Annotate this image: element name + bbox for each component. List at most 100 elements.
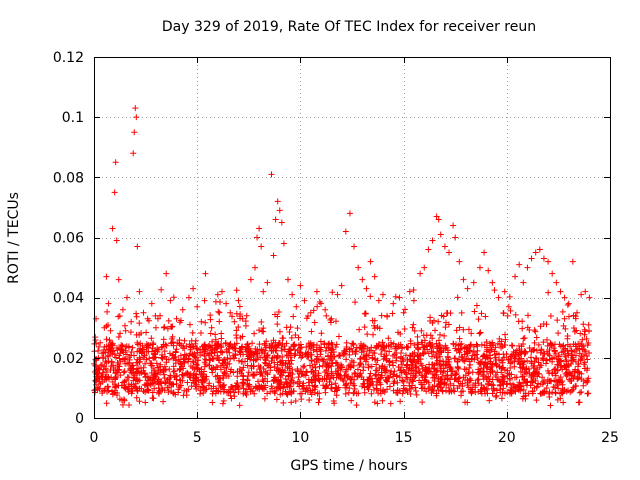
data-point <box>225 373 232 380</box>
data-point <box>222 359 229 366</box>
data-point <box>466 365 473 372</box>
data-point <box>127 329 134 336</box>
data-point <box>315 370 322 377</box>
data-point <box>460 326 467 333</box>
data-point <box>412 363 419 370</box>
data-point <box>164 384 171 391</box>
axis-ticks <box>94 57 611 419</box>
data-point <box>138 385 145 392</box>
data-point <box>202 343 209 350</box>
data-point <box>348 397 355 404</box>
data-point <box>579 336 586 343</box>
data-point <box>125 381 132 388</box>
data-point <box>541 389 548 396</box>
data-point <box>523 370 530 377</box>
data-point <box>331 353 338 360</box>
data-point <box>143 329 150 336</box>
data-point <box>160 367 167 374</box>
data-point <box>274 353 281 360</box>
data-point <box>430 345 437 352</box>
data-point <box>520 361 527 368</box>
data-point <box>410 321 417 328</box>
data-point <box>546 390 553 397</box>
data-point <box>332 343 339 350</box>
data-point <box>270 377 277 384</box>
data-point <box>481 385 488 392</box>
data-point <box>438 365 445 372</box>
data-point <box>580 361 587 368</box>
data-point <box>234 383 241 390</box>
data-point <box>409 353 416 360</box>
data-point <box>520 393 527 400</box>
data-point <box>227 309 234 316</box>
data-point <box>400 309 407 316</box>
data-point <box>483 339 490 346</box>
data-point <box>129 344 136 351</box>
data-point <box>470 343 477 350</box>
data-point <box>397 398 404 405</box>
x-axis-label: GPS time / hours <box>290 458 407 474</box>
data-point <box>239 358 246 365</box>
data-point <box>561 294 568 301</box>
data-point <box>277 359 284 366</box>
data-point <box>342 381 349 388</box>
data-point <box>194 346 201 353</box>
data-point <box>119 306 126 313</box>
data-point <box>492 360 499 367</box>
data-point <box>538 390 545 397</box>
data-point <box>383 378 390 385</box>
data-point <box>120 369 127 376</box>
data-point <box>103 376 110 383</box>
data-point <box>145 386 152 393</box>
data-point <box>113 373 120 380</box>
data-point <box>244 373 251 380</box>
data-point <box>407 340 414 347</box>
data-point <box>396 294 403 301</box>
data-point <box>578 291 585 298</box>
data-point <box>524 312 531 319</box>
data-point <box>308 328 315 335</box>
data-point <box>181 387 188 394</box>
data-point <box>330 374 337 381</box>
data-point <box>530 347 537 354</box>
data-point <box>297 282 304 289</box>
data-point <box>417 270 424 277</box>
data-point <box>456 374 463 381</box>
data-point <box>505 357 512 364</box>
data-point <box>176 365 183 372</box>
data-point <box>263 369 270 376</box>
data-point <box>268 383 275 390</box>
data-point <box>291 352 298 359</box>
data-point <box>159 386 166 393</box>
data-point <box>373 375 380 382</box>
data-point <box>435 337 442 344</box>
data-point <box>141 352 148 359</box>
data-point <box>156 387 163 394</box>
data-point <box>273 367 280 374</box>
data-point <box>450 341 457 348</box>
data-point <box>333 341 340 348</box>
data-point <box>321 341 328 348</box>
data-point <box>99 350 106 357</box>
data-point <box>95 366 102 373</box>
data-point <box>349 348 356 355</box>
data-point <box>283 352 290 359</box>
data-point <box>128 318 135 325</box>
data-point <box>298 390 305 397</box>
data-point <box>193 345 200 352</box>
data-point <box>99 371 106 378</box>
data-point <box>316 378 323 385</box>
data-point <box>115 361 122 368</box>
data-point <box>234 373 241 380</box>
data-point <box>326 340 333 347</box>
data-point <box>456 324 463 331</box>
data-point <box>480 371 487 378</box>
data-point <box>214 354 221 361</box>
data-point <box>147 342 154 349</box>
data-point <box>107 327 114 334</box>
data-point <box>313 288 320 295</box>
data-point <box>486 355 493 362</box>
data-point <box>574 376 581 383</box>
data-point <box>570 312 577 319</box>
data-point <box>580 382 587 389</box>
